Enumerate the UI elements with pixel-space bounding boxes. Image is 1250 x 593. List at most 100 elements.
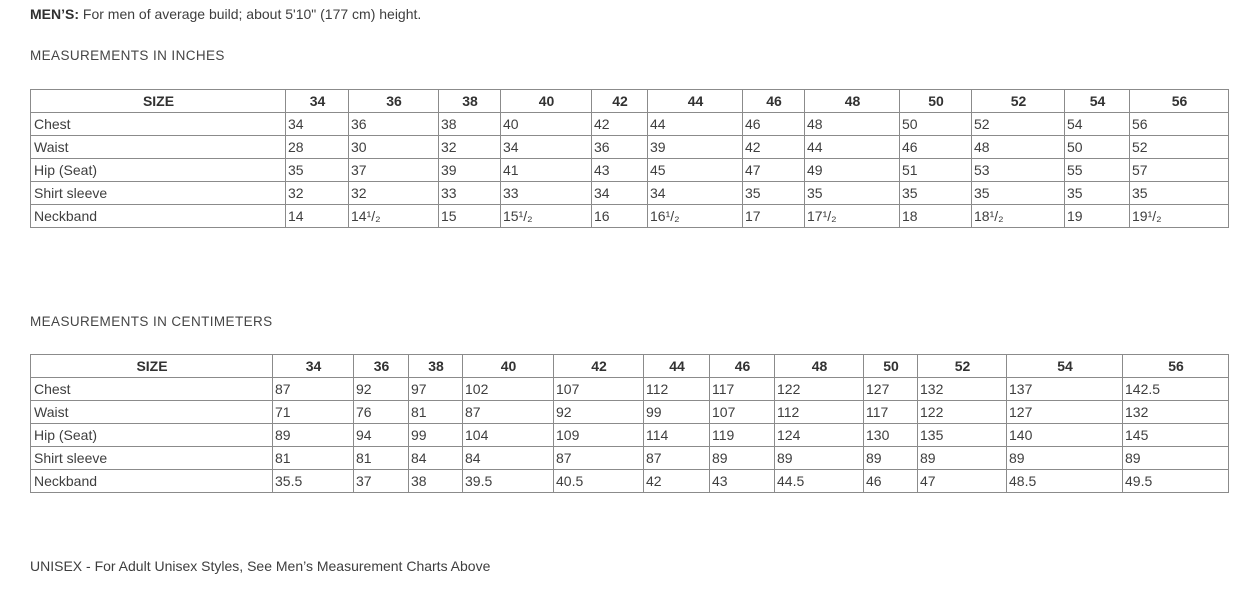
- measurement-value: 119: [709, 423, 775, 447]
- measurement-value: 44.5: [774, 469, 864, 493]
- measurement-value: 40.5: [553, 469, 644, 493]
- measurement-value: 50: [1064, 135, 1130, 159]
- measurement-value: 56: [1129, 112, 1229, 136]
- measurement-value: 18¹/₂: [971, 204, 1065, 228]
- measurement-value: 17: [742, 204, 805, 228]
- measurement-value: 89: [272, 423, 354, 447]
- measurement-value: 112: [774, 400, 864, 424]
- measurement-value: 124: [774, 423, 864, 447]
- measurement-value: 49.5: [1122, 469, 1229, 493]
- size-header-cell: 44: [647, 89, 743, 113]
- measurement-value: 97: [408, 377, 463, 401]
- measurement-value: 32: [285, 181, 349, 205]
- measurement-value: 127: [1006, 400, 1123, 424]
- measurement-value: 140: [1006, 423, 1123, 447]
- measurements-inches-table: SIZE 34 36 38 40 42 44 46 48 50 52 54 56 Chest 34 36 38 4…: [30, 89, 1229, 228]
- size-header-cell: 40: [462, 354, 554, 378]
- size-header-cell: 34: [272, 354, 354, 378]
- measurement-value: 34: [285, 112, 349, 136]
- measurement-value: 35: [285, 158, 349, 182]
- measurement-value: 47: [742, 158, 805, 182]
- measurement-value: 135: [917, 423, 1007, 447]
- measurement-value: 28: [285, 135, 349, 159]
- measurement-value: 17¹/₂: [804, 204, 900, 228]
- measurement-value: 76: [353, 400, 409, 424]
- measurement-value: 41: [500, 158, 592, 182]
- table-row: Hip (Seat) 35 37 39 41 43 45 47 49 51 53 55 57: [30, 158, 1229, 182]
- measurement-value: 40: [500, 112, 592, 136]
- measurement-value: 89: [709, 446, 775, 470]
- measurement-value: 39: [438, 158, 501, 182]
- measurement-value: 57: [1129, 158, 1229, 182]
- measurement-value: 38: [438, 112, 501, 136]
- size-header-cell: 56: [1122, 354, 1229, 378]
- measurement-value: 44: [647, 112, 743, 136]
- measurement-label: Chest: [30, 377, 273, 401]
- size-header-cell: 42: [553, 354, 644, 378]
- measurement-value: 33: [438, 181, 501, 205]
- size-header-cell: 52: [917, 354, 1007, 378]
- unisex-note: UNISEX - For Adult Unisex Styles, See Me…: [30, 558, 491, 574]
- measurement-value: 71: [272, 400, 354, 424]
- measurement-value: 84: [462, 446, 554, 470]
- measurement-label: Waist: [30, 135, 286, 159]
- measurement-value: 34: [500, 135, 592, 159]
- measurement-value: 37: [353, 469, 409, 493]
- measurement-value: 87: [462, 400, 554, 424]
- measurement-value: 39: [647, 135, 743, 159]
- measurement-label: Neckband: [30, 469, 273, 493]
- measurement-value: 89: [1006, 446, 1123, 470]
- measurement-value: 117: [709, 377, 775, 401]
- size-chart-page: MEN’S: For men of average build; about 5…: [30, 6, 1229, 574]
- measurement-value: 43: [709, 469, 775, 493]
- measurement-value: 89: [774, 446, 864, 470]
- measurement-value: 46: [899, 135, 972, 159]
- intro-text: MEN’S: For men of average build; about 5…: [30, 6, 1228, 22]
- measurement-value: 32: [438, 135, 501, 159]
- header-row: SIZE 34 36 38 40 42 44 46 48 50 52 54 56: [30, 354, 1229, 378]
- cm-section-heading: MEASUREMENTS IN CENTIMETERS: [30, 314, 273, 329]
- table-row: Chest 34 36 38 40 42 44 46 48 50 52 54 56: [30, 112, 1229, 136]
- measurement-value: 48: [971, 135, 1065, 159]
- intro-label: MEN’S:: [30, 6, 79, 22]
- measurement-value: 42: [591, 112, 648, 136]
- measurement-value: 99: [408, 423, 463, 447]
- measurement-value: 87: [553, 446, 644, 470]
- measurement-value: 104: [462, 423, 554, 447]
- measurement-value: 43: [591, 158, 648, 182]
- inches-section-heading: MEASUREMENTS IN INCHES: [30, 48, 225, 63]
- measurement-value: 81: [272, 446, 354, 470]
- measurement-value: 32: [348, 181, 439, 205]
- measurement-value: 35.5: [272, 469, 354, 493]
- measurement-value: 15: [438, 204, 501, 228]
- measurement-value: 114: [643, 423, 710, 447]
- measurement-value: 137: [1006, 377, 1123, 401]
- size-header-cell: 54: [1006, 354, 1123, 378]
- measurement-value: 53: [971, 158, 1065, 182]
- measurement-value: 52: [971, 112, 1065, 136]
- intro-description: For men of average build; about 5'10" (1…: [79, 6, 422, 22]
- header-row: SIZE 34 36 38 40 42 44 46 48 50 52 54 56: [30, 89, 1229, 113]
- measurement-value: 44: [804, 135, 900, 159]
- measurement-label: Hip (Seat): [30, 158, 286, 182]
- table-row: Neckband 35.5 37 38 39.5 40.5 42 43 44.5 46 47 48.5…: [30, 469, 1229, 493]
- measurement-value: 30: [348, 135, 439, 159]
- table-row: Hip (Seat) 89 94 99 104 109 114 119 124 130 135 140…: [30, 423, 1229, 447]
- measurement-value: 81: [353, 446, 409, 470]
- measurement-value: 89: [917, 446, 1007, 470]
- measurement-value: 84: [408, 446, 463, 470]
- measurement-value: 37: [348, 158, 439, 182]
- measurement-value: 94: [353, 423, 409, 447]
- size-header-cell: 46: [742, 89, 805, 113]
- measurement-label: Shirt sleeve: [30, 446, 273, 470]
- measurement-value: 33: [500, 181, 592, 205]
- measurement-value: 35: [742, 181, 805, 205]
- size-header-cell: 56: [1129, 89, 1229, 113]
- size-header-cell: 38: [438, 89, 501, 113]
- size-header-cell: 38: [408, 354, 463, 378]
- measurement-value: 50: [899, 112, 972, 136]
- size-header-cell: 50: [863, 354, 918, 378]
- size-column-header: SIZE: [30, 354, 273, 378]
- measurement-label: Waist: [30, 400, 273, 424]
- table-row: Shirt sleeve 32 32 33 33 34 34 35 35 35 35 35 35: [30, 181, 1229, 205]
